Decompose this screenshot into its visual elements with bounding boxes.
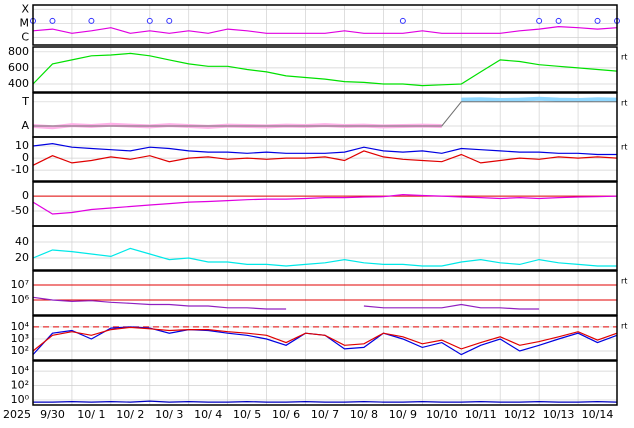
x-tick-label: 10/ 1 <box>77 408 105 421</box>
y-tick-label: 10⁶ <box>11 293 30 306</box>
panel-frame <box>32 181 618 227</box>
y-tick-label: 400 <box>8 77 29 90</box>
series-line <box>32 52 618 87</box>
series-line <box>32 142 617 156</box>
right-label: rt <box>621 322 627 331</box>
flare-marker <box>399 17 406 24</box>
flare-marker <box>536 17 543 24</box>
x-tick-label: 10/11 <box>465 408 497 421</box>
flare-marker <box>88 17 95 24</box>
x-tick-label: 10/10 <box>426 408 458 421</box>
flare-marker <box>594 17 601 24</box>
y-tick-label: M <box>20 16 30 29</box>
x-tick-label: 10/ 8 <box>350 408 378 421</box>
right-label: rt <box>621 53 627 62</box>
x-tick-label: 10/ 3 <box>155 408 183 421</box>
y-tick-label: -10 <box>11 163 29 176</box>
panel-frame <box>32 315 618 361</box>
x-tick-label: 10/ 4 <box>194 408 222 421</box>
right-label: rt <box>621 99 627 108</box>
y-tick-label: C <box>21 31 29 44</box>
series-line <box>32 25 618 34</box>
x-tick-label: 10/12 <box>504 408 536 421</box>
series-line <box>33 101 617 127</box>
y-tick-label: 10 <box>15 139 29 152</box>
panel-frame <box>32 46 618 93</box>
panel-frame <box>32 4 618 46</box>
y-tick-label: 40 <box>15 235 29 248</box>
series-line <box>32 326 618 352</box>
flare-marker <box>555 17 562 24</box>
y-tick-label: T <box>21 95 29 108</box>
x-tick-label: 10/ 9 <box>389 408 417 421</box>
year-label: 2025 <box>3 408 31 421</box>
x-tick-label: 10/13 <box>543 408 575 421</box>
panel-frame <box>32 136 618 182</box>
y-tick-label: 10³ <box>11 332 29 345</box>
y-tick-label: A <box>21 119 29 132</box>
x-tick-label: 10/ 7 <box>311 408 339 421</box>
y-tick-label: 10⁴ <box>11 364 30 377</box>
y-tick-label: 600 <box>8 61 29 74</box>
y-tick-label: 10⁴ <box>11 320 30 333</box>
right-label: rt <box>621 277 627 286</box>
right-label: rt <box>621 143 627 152</box>
y-tick-label: 10² <box>11 379 29 392</box>
series-line <box>32 150 618 166</box>
y-tick-label: 10⁰ <box>11 393 30 406</box>
y-tick-label: 10⁷ <box>11 278 29 291</box>
flare-marker <box>146 17 153 24</box>
y-tick-label: 10² <box>11 344 29 357</box>
y-tick-label: 800 <box>8 45 29 58</box>
series-line <box>461 96 618 103</box>
flare-marker <box>166 17 173 24</box>
series-line <box>32 193 618 215</box>
series-line <box>32 296 540 310</box>
x-tick-label: 9/30 <box>40 408 65 421</box>
y-tick-label: 0 <box>22 151 29 164</box>
x-tick-label: 10/ 5 <box>233 408 261 421</box>
series-line <box>32 326 618 356</box>
y-tick-label: 20 <box>15 251 29 264</box>
x-tick-label: 10/14 <box>582 408 614 421</box>
series-line <box>33 400 618 403</box>
x-tick-label: 10/ 6 <box>272 408 300 421</box>
panel-frame <box>32 270 618 316</box>
y-tick-label: 0 <box>22 189 29 202</box>
panel-frame <box>32 360 618 406</box>
panel-frame <box>32 225 618 271</box>
series-line <box>32 247 617 267</box>
flare-marker <box>49 17 56 24</box>
x-tick-label: 10/ 2 <box>116 408 144 421</box>
y-tick-label: X <box>21 2 29 15</box>
y-tick-label: -50 <box>11 204 29 217</box>
